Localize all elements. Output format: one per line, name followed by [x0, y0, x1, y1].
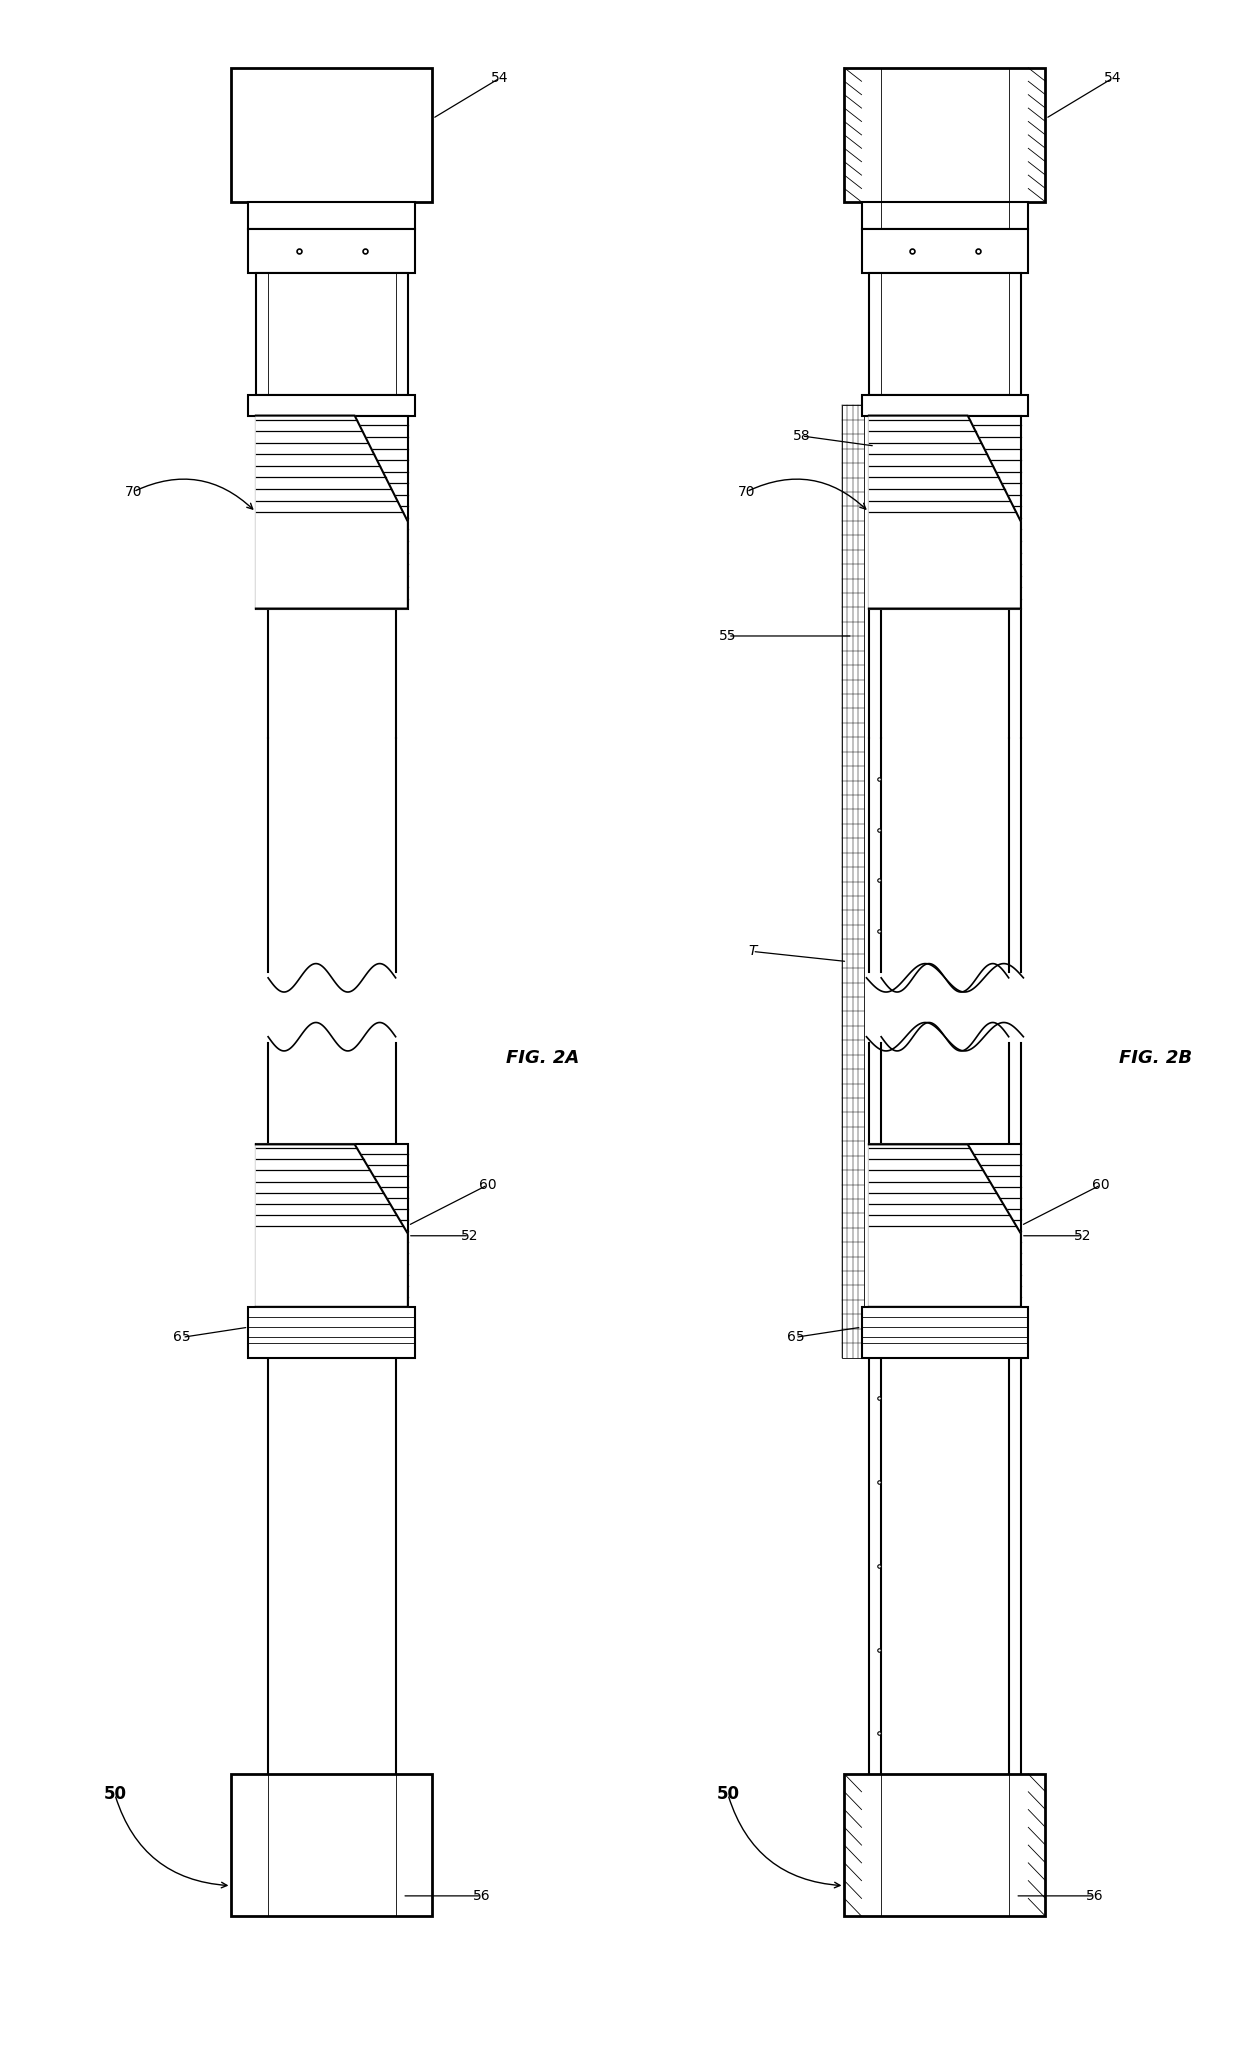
Bar: [862, 202, 1028, 229]
Bar: [248, 395, 415, 415]
Bar: [842, 405, 863, 1358]
Bar: [869, 1145, 1021, 1307]
Bar: [248, 1307, 415, 1358]
Text: 56: 56: [472, 1890, 490, 1904]
Text: 70: 70: [124, 485, 143, 499]
Text: 70: 70: [738, 485, 755, 499]
Polygon shape: [255, 1145, 408, 1307]
Text: 54: 54: [1104, 72, 1122, 86]
Bar: [255, 1145, 408, 1307]
Text: 52: 52: [460, 1229, 477, 1243]
Bar: [844, 67, 1045, 202]
Text: 50: 50: [717, 1785, 739, 1804]
Text: T: T: [748, 945, 756, 959]
Bar: [248, 229, 415, 274]
Bar: [862, 395, 1028, 415]
Text: 65: 65: [174, 1331, 191, 1344]
Text: 50: 50: [103, 1785, 126, 1804]
Bar: [255, 415, 408, 609]
Text: 55: 55: [719, 630, 737, 642]
Text: FIG. 2B: FIG. 2B: [1120, 1049, 1193, 1067]
Polygon shape: [255, 415, 408, 609]
Text: 60: 60: [1092, 1178, 1110, 1192]
Text: FIG. 2A: FIG. 2A: [506, 1049, 579, 1067]
Text: 60: 60: [479, 1178, 496, 1192]
Bar: [862, 229, 1028, 274]
Polygon shape: [869, 415, 1021, 609]
Text: 65: 65: [786, 1331, 805, 1344]
Bar: [248, 202, 415, 229]
Bar: [869, 415, 1021, 609]
Text: 56: 56: [1086, 1890, 1104, 1904]
Bar: [232, 67, 433, 202]
Bar: [862, 1307, 1028, 1358]
Bar: [844, 1773, 1045, 1916]
Bar: [232, 1773, 433, 1916]
Bar: [869, 274, 1021, 395]
Text: 58: 58: [792, 429, 810, 444]
Text: 54: 54: [491, 72, 508, 86]
Text: 52: 52: [1074, 1229, 1091, 1243]
Polygon shape: [869, 1145, 1021, 1307]
Bar: [255, 274, 408, 395]
